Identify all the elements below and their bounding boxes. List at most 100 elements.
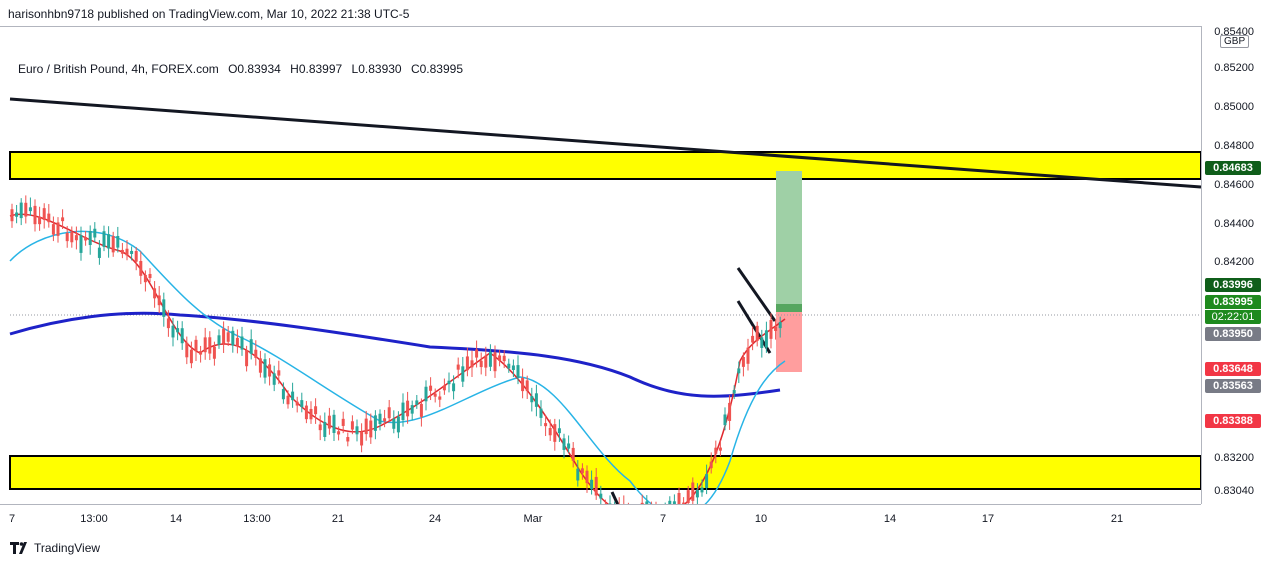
candle-body <box>107 234 111 249</box>
candle-body <box>61 217 65 222</box>
slow-ma-line <box>9 311 781 398</box>
candle-body <box>15 212 19 217</box>
time-label: 14 <box>169 513 183 525</box>
price-tick: 0.85200 <box>1214 62 1254 74</box>
flag-lower-line <box>736 300 772 354</box>
time-label: 21 <box>331 513 345 525</box>
candle-body <box>429 385 433 391</box>
currency-badge[interactable]: GBP <box>1220 35 1250 48</box>
candle-body <box>672 501 676 505</box>
candle-body <box>700 487 704 493</box>
candle-body <box>525 380 529 392</box>
candle-body <box>97 247 101 258</box>
chart-pane[interactable]: Euro / British Pound, 4h, FOREX.com O0.8… <box>0 26 1201 505</box>
candle-body <box>162 299 166 317</box>
candle-body <box>755 325 759 341</box>
candle-body <box>254 349 258 358</box>
candle-body <box>438 396 442 400</box>
price-axis[interactable]: 0.85400 0.85200 0.85000 0.84800 0.84600 … <box>1201 26 1280 504</box>
candle-body <box>300 400 304 407</box>
candle-body <box>272 373 276 385</box>
candle-body <box>461 366 465 382</box>
time-label: 13:00 <box>243 513 271 525</box>
candle-body <box>130 250 134 254</box>
time-label: 7 <box>8 513 16 525</box>
candle-body <box>760 337 764 348</box>
candle-body <box>493 352 497 372</box>
time-label: 10 <box>754 513 768 525</box>
publisher-line: harisonhbn9718 published on TradingView.… <box>8 7 410 21</box>
candle-body <box>47 213 51 223</box>
candle-body <box>10 209 14 222</box>
candle-body <box>488 351 492 367</box>
candle-body <box>544 423 548 427</box>
candle-body <box>212 346 216 359</box>
chart-canvas[interactable] <box>0 27 1201 505</box>
candle-body <box>502 355 506 362</box>
candle-body <box>714 447 718 454</box>
candle-body <box>125 248 129 256</box>
candle-body <box>728 402 732 421</box>
candle-body <box>378 413 382 424</box>
candle-body <box>521 377 525 392</box>
time-axis[interactable]: 7 13:00 14 13:00 21 24 Mar 7 10 14 17 21 <box>0 504 1201 531</box>
flag-pole-line <box>610 491 620 505</box>
price-tick: 0.84600 <box>1214 179 1254 191</box>
candle-body <box>139 260 143 276</box>
candle-body <box>258 358 262 373</box>
candle-body <box>465 356 469 371</box>
candle-body <box>153 288 157 299</box>
candle-body <box>369 420 373 438</box>
candle-body <box>599 493 603 499</box>
candle-body <box>778 322 782 329</box>
candle-body <box>764 330 768 348</box>
candle-body <box>318 424 322 431</box>
candle-body <box>645 501 649 505</box>
candle-body <box>419 403 423 417</box>
candle-body <box>507 363 511 369</box>
symbol-legend[interactable]: Euro / British Pound, 4h, FOREX.com O0.8… <box>18 62 469 76</box>
candle-body <box>337 431 341 435</box>
stop-price-tag: 0.83648 <box>1205 362 1261 376</box>
candle-body <box>263 359 267 378</box>
flag-upper-line <box>736 267 777 322</box>
time-label: 17 <box>981 513 995 525</box>
candle-body <box>360 431 364 446</box>
candle-body <box>42 208 46 220</box>
candle-body <box>548 428 552 436</box>
candle-body <box>355 426 359 435</box>
candle-body <box>268 364 272 377</box>
candle-body <box>580 468 584 474</box>
candle-body <box>56 222 60 236</box>
candle-body <box>176 328 180 333</box>
candle-body <box>410 405 414 414</box>
candle-body <box>594 476 598 496</box>
tradingview-footer[interactable]: TradingView <box>10 541 100 555</box>
slow-ma-price-tag: 0.83563 <box>1205 379 1261 393</box>
candle-body <box>304 405 308 420</box>
candle-body <box>222 328 226 344</box>
tradingview-logo-icon <box>10 542 27 554</box>
candle-body <box>392 418 396 429</box>
candle-body <box>769 320 773 339</box>
candle-body <box>741 356 745 367</box>
candle-body <box>134 251 138 262</box>
candle-body <box>442 385 446 391</box>
entry-line-box <box>776 304 802 312</box>
candle-body <box>456 364 460 370</box>
candle-body <box>291 391 295 401</box>
price-tick: 0.83200 <box>1214 452 1254 464</box>
candlestick-series <box>10 195 782 505</box>
candle-body <box>746 347 750 364</box>
candle-body <box>479 360 483 368</box>
candle-body <box>424 386 428 402</box>
candle-body <box>102 231 106 247</box>
candle-body <box>226 332 230 342</box>
candle-body <box>88 231 92 245</box>
candle-body <box>774 326 778 331</box>
candle-body <box>24 202 28 217</box>
legend-high: H0.83997 <box>290 62 343 76</box>
candle-body <box>28 207 32 212</box>
price-tick: 0.85000 <box>1214 101 1254 113</box>
candle-body <box>189 349 193 364</box>
